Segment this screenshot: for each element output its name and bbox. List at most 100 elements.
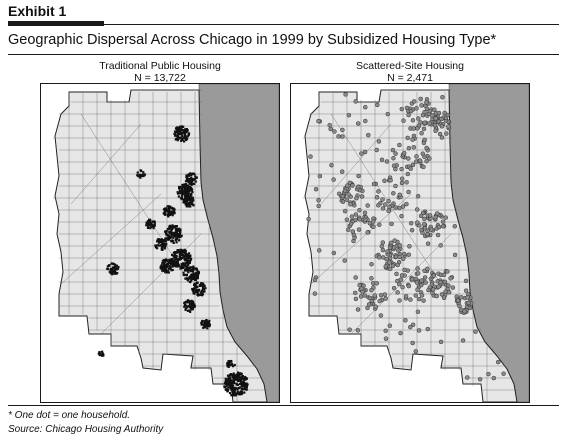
street-segment [70,272,74,276]
public-housing-dot [168,226,171,229]
street-segment [388,211,392,215]
public-housing-dot [208,325,211,328]
scattered-site-dot [407,244,412,249]
street-segment [83,118,87,123]
public-housing-dot [189,196,193,199]
public-housing-dot [163,247,166,250]
public-housing-dot [232,379,235,382]
public-housing-dot [245,385,248,388]
scattered-site-dot [375,102,380,108]
public-housing-dot [168,207,171,210]
public-housing-dot [194,175,197,178]
left-map-title: Traditional Public Housing [99,60,221,72]
street-segment [84,185,87,189]
scattered-site-dot [410,162,416,168]
scattered-site-dot [433,214,438,220]
public-housing-dot [226,381,229,384]
public-housing-dot [190,274,193,277]
public-housing-dot [169,210,172,213]
public-housing-dot [100,353,103,356]
street-segment [105,326,109,330]
public-housing-dot [201,320,204,323]
public-housing-dot [194,286,197,289]
street-segment [135,127,138,131]
street-segment [355,326,359,330]
header-rule [104,24,559,25]
scattered-site-dot [397,243,403,248]
public-housing-dot [238,379,241,382]
street-segment [140,209,144,213]
public-housing-dot [184,129,187,132]
public-housing-dot [182,201,185,204]
street-segment [119,145,122,149]
public-housing-dot [243,382,247,385]
public-housing-dot [193,182,196,185]
scattered-site-dot [439,292,445,297]
public-housing-dot [116,267,119,270]
street-segment [448,233,452,237]
public-housing-dot [182,271,185,274]
scattered-site-dot [421,298,426,303]
public-housing-dot [193,173,196,176]
public-housing-dot [153,224,156,227]
street-segment [108,323,112,327]
scattered-site-dot [401,118,406,123]
street-segment [130,301,134,305]
scattered-site-dot [313,186,319,192]
street-segment [320,201,323,205]
public-housing-dot [164,260,167,264]
street-segment [398,202,402,206]
public-housing-dot [225,378,228,381]
street-segment [343,252,347,255]
public-housing-dot [187,259,190,262]
scattered-site-dot [383,328,388,334]
street-segment [90,179,93,183]
public-housing-dot [184,203,187,206]
street-segment [429,266,433,272]
street-segment [368,313,372,317]
street-segment [88,256,92,260]
public-housing-dot [235,382,238,385]
scattered-site-dot [359,194,365,199]
street-segment [372,177,376,183]
street-segment [390,291,394,295]
public-housing-dot [232,389,235,392]
street-segment [128,303,132,307]
public-housing-dot [188,256,191,260]
street-segment [138,293,142,297]
public-housing-dot [237,373,241,376]
public-housing-dot [167,213,170,216]
street-segment [325,268,329,271]
scattered-site-dot [376,203,381,208]
public-housing-dot [230,363,234,366]
public-housing-dot [228,391,232,395]
public-housing-dot [201,292,204,295]
street-segment [413,241,417,246]
public-housing-dot [172,264,175,267]
street-segment [353,328,357,332]
public-housing-dot [188,268,191,271]
scattered-site-dot [385,111,391,117]
street-segment [110,321,114,325]
street-segment [355,152,359,157]
scattered-site-dot [408,166,413,171]
public-housing-dot [245,382,248,385]
public-housing-dot [184,262,187,265]
scattered-site-dot [415,287,420,292]
scattered-site-dot [465,375,470,380]
scattered-site-dot [406,189,411,195]
street-segment [358,156,362,161]
public-housing-dot [184,269,187,272]
scattered-site-dot [340,134,345,139]
scattered-site-dot [419,293,425,298]
public-housing-dot [165,263,168,266]
scattered-site-dot [411,126,416,131]
scattered-site-dot [410,340,415,346]
public-housing-dot [113,263,116,266]
public-housing-dot [177,258,180,261]
street-segment [107,159,110,163]
public-housing-dot [147,221,150,224]
scattered-site-dot [363,104,368,110]
scattered-site-dot [403,293,409,299]
scattered-site-dot [415,193,421,199]
